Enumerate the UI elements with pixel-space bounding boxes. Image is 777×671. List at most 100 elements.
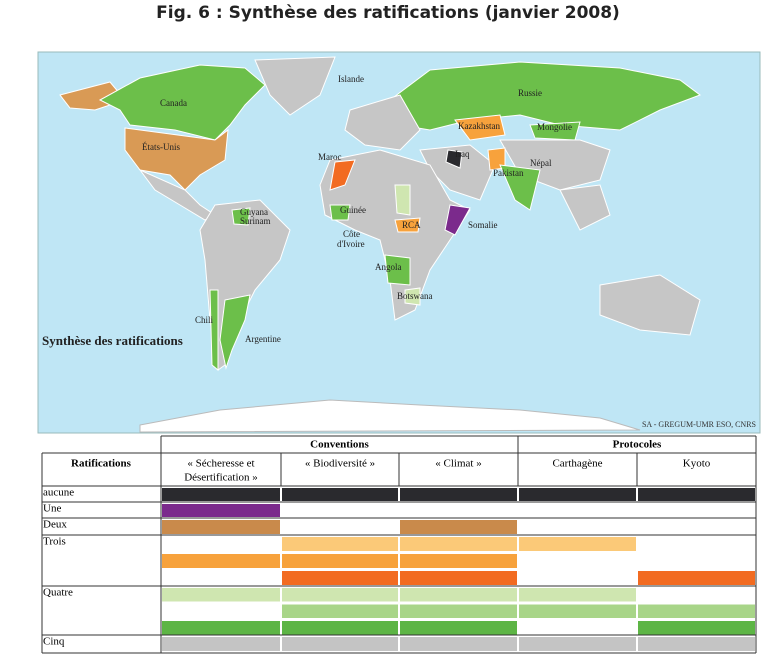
legend-swatch (282, 604, 398, 618)
india (499, 164, 541, 211)
legend-swatch (282, 588, 398, 602)
legend-swatch (400, 537, 517, 551)
legend-swatch (162, 571, 280, 585)
greenland (254, 56, 336, 116)
australia (599, 274, 701, 336)
legend-swatch (400, 571, 517, 585)
legend-swatch (638, 621, 755, 635)
legend-swatch (638, 520, 755, 534)
legend-swatch (638, 504, 755, 517)
row-label: Cinq (43, 636, 65, 648)
legend-swatch (519, 604, 636, 618)
legend-swatch (400, 588, 517, 602)
rca (394, 217, 421, 233)
legend-swatch (519, 520, 636, 534)
legend-swatch (162, 520, 280, 534)
usa (124, 127, 229, 191)
column-header: « Climat » (435, 458, 481, 470)
guyana (231, 207, 251, 226)
iraq (445, 149, 463, 169)
column-header: Kyoto (683, 458, 711, 470)
country-label: Argentine (245, 334, 281, 344)
country-label: Guyana (240, 207, 268, 217)
legend-swatch (519, 621, 636, 635)
legend-swatch (282, 488, 398, 501)
morocco (329, 159, 356, 191)
legend-swatch (519, 588, 636, 602)
southeast-asia (559, 184, 611, 231)
legend-swatch (282, 537, 398, 551)
country-label: Chili (195, 315, 214, 325)
legend-swatch (519, 554, 636, 568)
legend-swatch (162, 637, 280, 651)
legend-swatch (162, 588, 280, 602)
column-header: Désertification » (184, 472, 258, 484)
legend-swatch (282, 504, 398, 517)
legend-swatch (638, 554, 755, 568)
country-label: Guinée (340, 205, 366, 215)
legend-swatch (282, 571, 398, 585)
country-label: Botswana (397, 291, 433, 301)
country-label: Côte (343, 229, 360, 239)
row-label: Une (43, 503, 61, 515)
legend-swatch (162, 488, 280, 501)
country-label: Angola (375, 262, 402, 272)
country-label: Somalie (468, 220, 498, 230)
chad (394, 184, 411, 216)
country-label: Népal (530, 158, 552, 168)
country-label: d'Ivoire (337, 239, 365, 249)
kazakhstan (454, 114, 506, 141)
legend-swatch (519, 537, 636, 551)
legend-swatch (282, 554, 398, 568)
legend-swatch (400, 637, 517, 651)
country-label: Pakistan (493, 168, 524, 178)
legend-swatch (400, 504, 517, 517)
legend-swatch (519, 571, 636, 585)
somalia (444, 204, 471, 236)
group-header: Conventions (310, 439, 369, 451)
legend-swatch (400, 520, 517, 534)
legend-swatch (519, 488, 636, 501)
country-label: Islande (338, 74, 364, 84)
legend-swatch (162, 554, 280, 568)
country-label: Kazakhstan (458, 121, 500, 131)
group-header: Protocoles (613, 439, 662, 451)
legend-swatch (162, 621, 280, 635)
country-label: Iraq (455, 149, 470, 159)
legend-swatch (638, 604, 755, 618)
russia (389, 61, 702, 131)
legend-swatch (162, 604, 280, 618)
country-label: RCA (402, 220, 421, 230)
legend-swatch (282, 621, 398, 635)
legend-swatch (519, 504, 636, 517)
legend-swatch (162, 537, 280, 551)
row-label: Deux (43, 519, 67, 531)
column-header: « Sécheresse et (187, 458, 254, 470)
legend-swatch (282, 637, 398, 651)
botswana (404, 287, 421, 306)
row-header: Ratifications (71, 458, 132, 470)
row-label: Trois (43, 536, 66, 548)
country-label: Maroc (318, 152, 342, 162)
map-credit: SA - GREGUM-UMR ESO, CNRS (642, 420, 756, 429)
figure-title: Fig. 6 : Synthèse des ratifications (jan… (156, 3, 620, 23)
legend-table: Conventions Protocoles Ratifications « Séch… (41, 435, 757, 654)
legend-swatch (400, 554, 517, 568)
row-label: Quatre (43, 587, 73, 599)
chile (209, 289, 219, 372)
legend-swatch (638, 637, 755, 651)
legend-swatch (638, 588, 755, 602)
map: Synthèse des ratifications SA - GREGUM-U… (37, 51, 761, 434)
column-header: Carthagène (552, 458, 602, 470)
country-label: États-Unis (142, 142, 180, 152)
antarctica (139, 399, 641, 433)
argentina (219, 294, 251, 370)
europe (344, 94, 421, 151)
canada (98, 64, 266, 141)
legend-swatch (400, 621, 517, 635)
legend-swatch (282, 520, 398, 534)
country-label: Mongolie (537, 122, 572, 132)
legend-swatch (638, 488, 755, 501)
legend-swatch (400, 488, 517, 501)
